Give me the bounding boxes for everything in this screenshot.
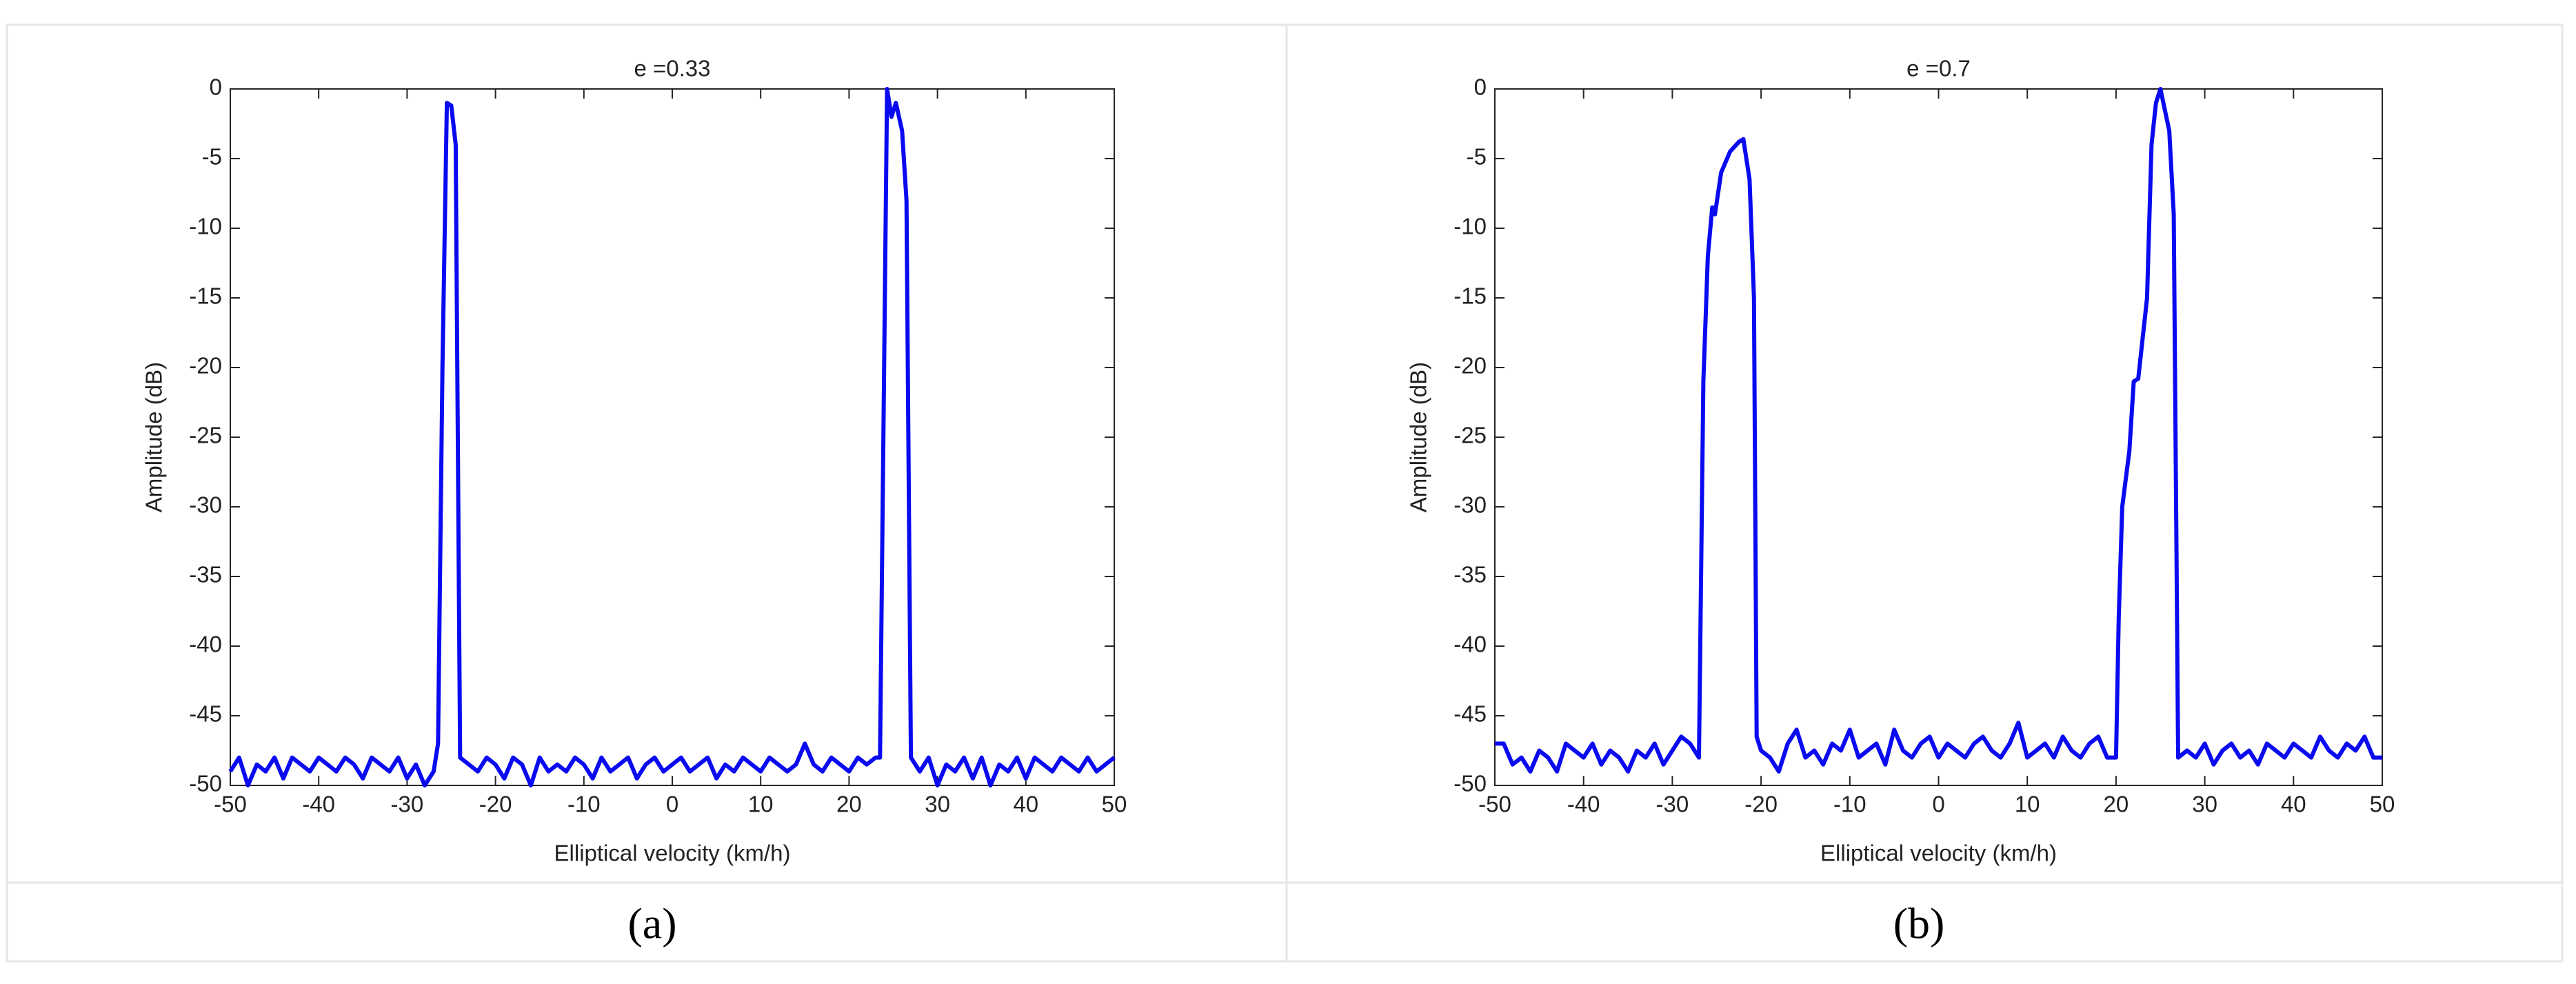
y-tick-label: -45 <box>1453 701 1487 727</box>
x-tick-label: 40 <box>2281 792 2306 817</box>
y-tick-label: -40 <box>1453 632 1487 657</box>
x-tick-label: 30 <box>925 792 950 817</box>
y-tick-label: -25 <box>189 423 222 448</box>
x-tick-label: 30 <box>2192 792 2217 817</box>
y-tick-label: -10 <box>189 214 222 239</box>
x-tick-label: 20 <box>2104 792 2129 817</box>
x-tick-label: 10 <box>748 792 774 817</box>
x-tick-label: -20 <box>479 792 512 817</box>
data-line <box>228 87 1116 787</box>
y-tick-label: -15 <box>1453 283 1487 309</box>
y-axis-label: Amplitude (dB) <box>1406 362 1431 512</box>
x-axis-label: Elliptical velocity (km/h) <box>1820 841 2057 866</box>
x-tick-label: -40 <box>302 792 335 817</box>
x-tick-label: 0 <box>1932 792 1944 817</box>
x-tick-label: -10 <box>1833 792 1866 817</box>
y-tick-label: -20 <box>1453 353 1487 379</box>
y-tick-label: -5 <box>202 144 222 170</box>
plot-area <box>1494 88 2383 786</box>
y-tick-label: -50 <box>189 771 222 796</box>
caption: (a) <box>627 899 676 948</box>
x-tick-label: -50 <box>1478 792 1511 817</box>
data-line <box>1495 87 2382 774</box>
caption: (b) <box>1893 899 1945 948</box>
x-tick-label: 0 <box>666 792 678 817</box>
y-tick-label: -5 <box>1467 144 1487 170</box>
y-tick-label: -30 <box>1453 492 1487 518</box>
x-tick-label: 20 <box>836 792 862 817</box>
x-tick-label: -30 <box>1656 792 1689 817</box>
chart-title: e =0.7 <box>1906 56 1971 81</box>
y-axis-label: Amplitude (dB) <box>141 362 167 512</box>
x-axis-label: Elliptical velocity (km/h) <box>554 841 791 866</box>
y-tick-label: -35 <box>189 562 222 588</box>
y-tick-label: 0 <box>1474 74 1487 100</box>
y-tick-label: -45 <box>189 701 222 727</box>
x-tick-label: -10 <box>567 792 601 817</box>
x-tick-label: -20 <box>1744 792 1778 817</box>
y-tick-label: 0 <box>210 74 222 100</box>
y-tick-label: -25 <box>1453 423 1487 448</box>
x-tick-label: 50 <box>1102 792 1127 817</box>
y-tick-label: -50 <box>1453 771 1487 796</box>
y-tick-label: -30 <box>189 492 222 518</box>
x-tick-label: -30 <box>391 792 424 817</box>
chart-title: e =0.33 <box>634 56 710 81</box>
y-tick-label: -35 <box>1453 562 1487 588</box>
x-tick-label: -50 <box>214 792 247 817</box>
table-border <box>6 23 2564 963</box>
y-tick-label: -15 <box>189 283 222 309</box>
x-tick-label: 10 <box>2015 792 2040 817</box>
plot-area <box>230 88 1115 786</box>
y-tick-label: -20 <box>189 353 222 379</box>
y-tick-label: -40 <box>189 632 222 657</box>
x-tick-label: 50 <box>2370 792 2395 817</box>
x-tick-label: 40 <box>1013 792 1038 817</box>
x-tick-label: -40 <box>1567 792 1600 817</box>
y-tick-label: -10 <box>1453 214 1487 239</box>
